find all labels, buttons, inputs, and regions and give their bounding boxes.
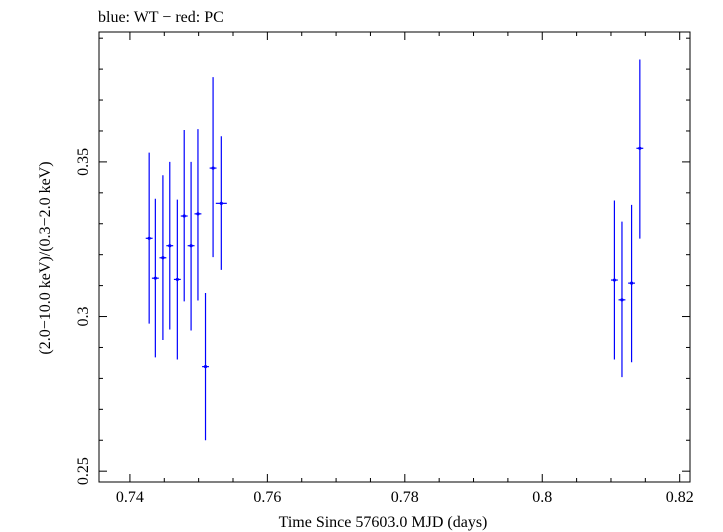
- point-marker: [189, 244, 193, 248]
- chart-title: blue: WT − red: PC: [98, 9, 224, 26]
- point-marker: [168, 244, 172, 248]
- y-tick-label: 0.25: [75, 457, 92, 485]
- data-point: [209, 77, 217, 258]
- data-point: [180, 130, 188, 302]
- y-tick-label: 0.3: [75, 307, 92, 327]
- x-tick-label: 0.76: [253, 489, 281, 506]
- x-tick-label: 0.74: [116, 489, 144, 506]
- y-axis-ticks: 0.25 0.3 0.35: [75, 37, 690, 485]
- point-marker: [612, 278, 617, 282]
- data-point: [159, 175, 167, 341]
- point-marker: [211, 166, 215, 170]
- x-axis-ticks: 0.74 0.76 0.78 0.8 0.82: [116, 32, 694, 506]
- data-points: [145, 59, 644, 441]
- y-axis-label: (2.0−10.0 keV)/(0.3−2.0 keV): [37, 161, 54, 354]
- y-tick-label: 0.35: [75, 148, 92, 176]
- data-point: [166, 161, 174, 330]
- x-tick-label: 0.78: [391, 489, 419, 506]
- point-marker: [153, 276, 157, 280]
- data-point: [202, 293, 209, 441]
- x-tick-label: 0.82: [666, 489, 694, 506]
- point-marker: [629, 281, 634, 285]
- data-point: [628, 204, 636, 363]
- point-marker: [219, 201, 223, 205]
- point-marker: [620, 298, 624, 302]
- data-point: [145, 152, 153, 324]
- point-marker: [196, 212, 200, 216]
- data-point: [610, 200, 618, 360]
- data-point: [215, 136, 227, 270]
- data-point: [173, 199, 181, 360]
- point-marker: [638, 146, 642, 150]
- point-marker: [147, 236, 151, 240]
- point-marker: [203, 365, 208, 369]
- data-point: [618, 221, 626, 378]
- data-point: [636, 59, 644, 239]
- x-axis-label: Time Since 57603.0 MJD (days): [279, 514, 488, 531]
- data-point: [151, 198, 159, 358]
- data-point: [187, 161, 195, 331]
- plot-frame: [98, 31, 691, 483]
- data-point: [194, 129, 202, 301]
- point-marker: [175, 277, 179, 282]
- x-tick-label: 0.8: [532, 489, 552, 506]
- point-marker: [161, 256, 165, 260]
- point-marker: [182, 214, 186, 218]
